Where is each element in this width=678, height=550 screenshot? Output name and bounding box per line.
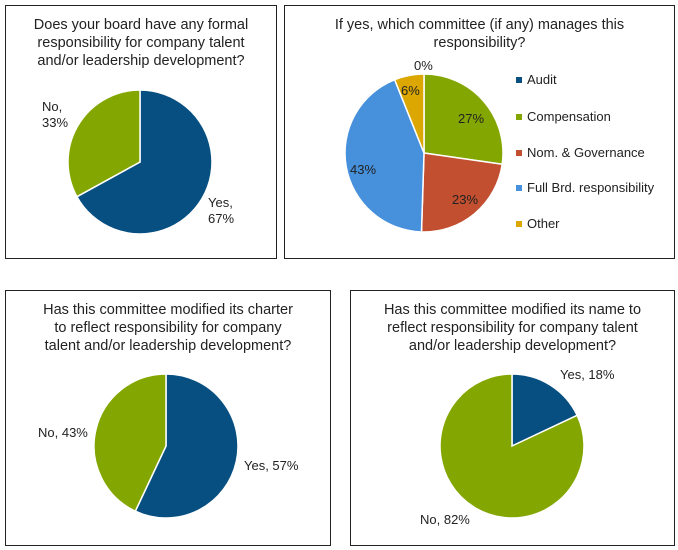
legend-item-nom-governance: Nom. & Governance: [516, 145, 645, 160]
pie-slice-yes: [75, 89, 213, 235]
title-line: to reflect responsibility for company: [54, 320, 282, 336]
legend-item-other: Other: [516, 216, 560, 231]
chart-title: If yes, which committee (if any) manages…: [285, 16, 674, 52]
title-line: talent and/or leadership development?: [44, 338, 292, 354]
chart-title: Does your board have any formal responsi…: [6, 16, 276, 70]
data-label-no: No, 43%: [38, 425, 88, 440]
title-line: If yes, which committee (if any) manages…: [334, 17, 625, 33]
legend-swatch: [516, 76, 522, 83]
data-label-full-board: 43%: [350, 162, 377, 177]
pie-slice-other: [393, 73, 425, 154]
title-line: Does your board have any formal: [33, 17, 249, 33]
data-label-other: 6%: [401, 83, 420, 98]
title-line: and/or leadership development?: [37, 53, 245, 69]
legend-item-full-board: Full Brd. responsibility: [516, 180, 654, 195]
data-label-nom-governance: 23%: [452, 192, 479, 207]
pie-slice-no: [67, 89, 141, 198]
data-label-audit: 0%: [414, 58, 433, 73]
title-line: reflect responsibility for company talen…: [387, 320, 638, 336]
legend-swatch: [516, 220, 522, 227]
pie-slice-no: [439, 373, 585, 519]
data-label-compensation: 27%: [458, 111, 485, 126]
legend-item-compensation: Compensation: [516, 109, 611, 124]
chart-title: Has this committee modified its name to …: [351, 301, 674, 355]
legend-swatch: [516, 149, 522, 156]
title-line: responsibility?: [433, 35, 526, 51]
legend-swatch: [516, 184, 522, 191]
title-line: Has this committee modified its charter: [43, 302, 293, 318]
data-label-yes: Yes, 18%: [560, 367, 615, 382]
legend-item-audit: Audit: [516, 72, 557, 87]
legend-swatch: [516, 113, 522, 120]
chart-title: Has this committee modified its charter …: [6, 301, 330, 355]
title-line: responsibility for company talent: [37, 35, 245, 51]
pie-slice-yes: [511, 373, 579, 448]
pie-slice-yes: [134, 373, 239, 519]
data-label-yes: Yes, 67%: [208, 195, 235, 226]
pie-slice-nom-governance: [420, 152, 504, 233]
pie-slice-no: [93, 373, 167, 513]
pie-slice-full-brd-responsibility: [344, 78, 425, 233]
data-label-no: No, 33%: [42, 99, 69, 130]
data-label-yes: Yes, 57%: [244, 458, 299, 473]
pie-slice-compensation: [423, 73, 504, 166]
data-label-no: No, 82%: [420, 512, 470, 527]
title-line: Has this committee modified its name to: [383, 302, 642, 318]
title-line: and/or leadership development?: [408, 338, 617, 354]
